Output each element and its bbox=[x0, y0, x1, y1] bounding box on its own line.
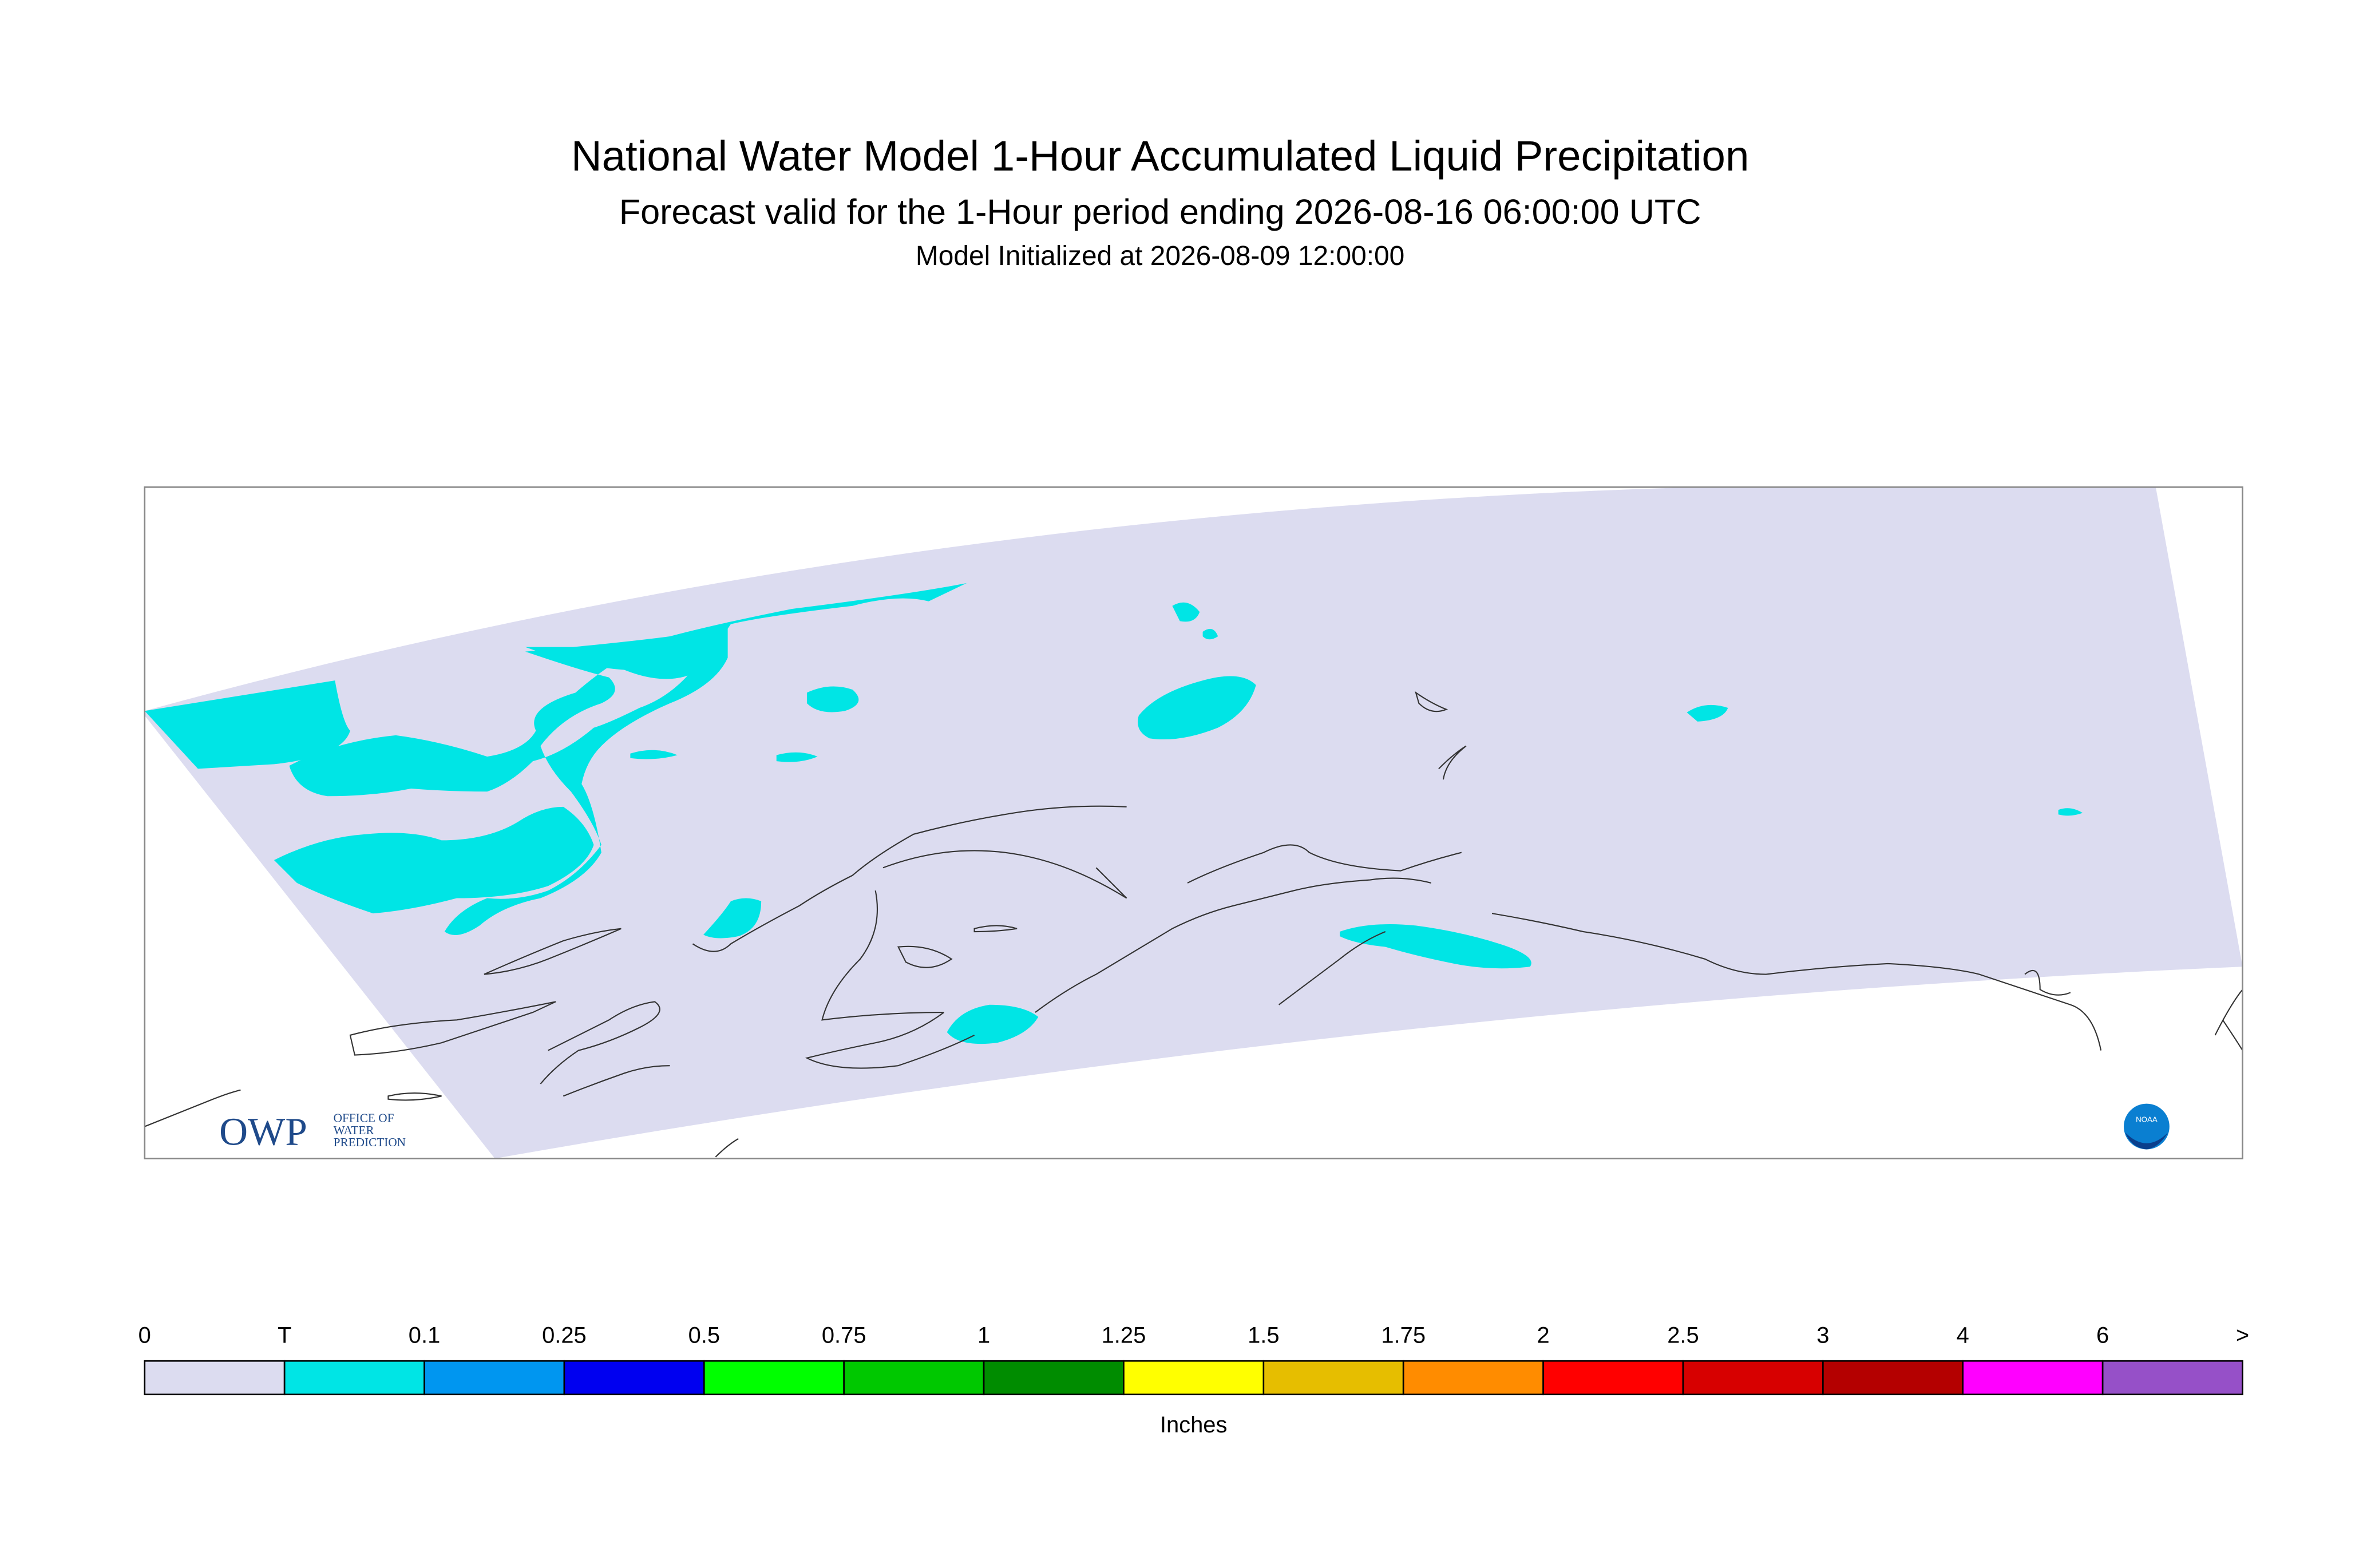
owp-logo: OWP OFFICE OF WATER PREDICTION bbox=[219, 1109, 406, 1153]
precip-areas bbox=[144, 583, 2083, 1044]
colorbar-swatch bbox=[1682, 1360, 1824, 1396]
colorbar-label: 0.5 bbox=[688, 1322, 720, 1348]
subtitle: Forecast valid for the 1-Hour period end… bbox=[619, 192, 1701, 231]
colorbar-swatch bbox=[1262, 1360, 1404, 1396]
colorbar-label: 0 bbox=[138, 1322, 151, 1348]
owp-logo-line: PREDICTION bbox=[334, 1135, 406, 1149]
colorbar-label: 0.75 bbox=[822, 1322, 866, 1348]
colorbar-swatch bbox=[1542, 1360, 1684, 1396]
colorbar-swatch bbox=[1123, 1360, 1265, 1396]
colorbar-swatch bbox=[1962, 1360, 2104, 1396]
owp-logo-line: OFFICE OF bbox=[334, 1111, 394, 1125]
coastlines bbox=[144, 691, 2243, 1158]
colorbar-swatch bbox=[1402, 1360, 1544, 1396]
colorbar-swatch bbox=[2101, 1360, 2243, 1396]
model-domain bbox=[144, 487, 2243, 1159]
colorbar-label: 3 bbox=[1816, 1322, 1829, 1348]
map-frame bbox=[144, 486, 2243, 1159]
map-area bbox=[144, 487, 2243, 1159]
colorbar-label: 0.1 bbox=[409, 1322, 440, 1348]
noaa-logo: NOAA bbox=[2124, 1103, 2170, 1150]
colorbar-swatch bbox=[1822, 1360, 1964, 1396]
colorbar-label: > bbox=[2236, 1322, 2249, 1348]
colorbar-swatch bbox=[703, 1360, 845, 1396]
colorbar-swatch bbox=[563, 1360, 705, 1396]
colorbar-swatch bbox=[843, 1360, 985, 1396]
colorbar-label: 0.25 bbox=[542, 1322, 587, 1348]
colorbar-label: 2.5 bbox=[1667, 1322, 1699, 1348]
colorbar: 0 T 0.1 0.25 0.5 0.75 1 1.25 1.5 1.75 2 2.5 3 4 6 > bbox=[138, 1322, 2249, 1396]
colorbar-swatch bbox=[144, 1360, 286, 1396]
noaa-logo-text: NOAA bbox=[2136, 1115, 2158, 1124]
colorbar-label: 1.5 bbox=[1248, 1322, 1279, 1348]
colorbar-units: Inches bbox=[1160, 1412, 1228, 1438]
init-time: Model Initialized at 2026-08-09 12:00:00 bbox=[916, 241, 1404, 271]
owp-logo-line: WATER bbox=[334, 1123, 375, 1137]
owp-logo-text: OWP bbox=[219, 1109, 307, 1153]
title: National Water Model 1-Hour Accumulated … bbox=[571, 132, 1749, 180]
colorbar-swatch bbox=[423, 1360, 565, 1396]
colorbar-label: 1 bbox=[977, 1322, 990, 1348]
colorbar-label: 2 bbox=[1537, 1322, 1550, 1348]
colorbar-label: 4 bbox=[1957, 1322, 1969, 1348]
colorbar-label: 1.25 bbox=[1102, 1322, 1146, 1348]
colorbar-swatch bbox=[283, 1360, 425, 1396]
colorbar-swatch bbox=[983, 1360, 1125, 1396]
colorbar-label: 6 bbox=[2096, 1322, 2109, 1348]
colorbar-label: 1.75 bbox=[1381, 1322, 1426, 1348]
colorbar-label: T bbox=[278, 1322, 291, 1348]
